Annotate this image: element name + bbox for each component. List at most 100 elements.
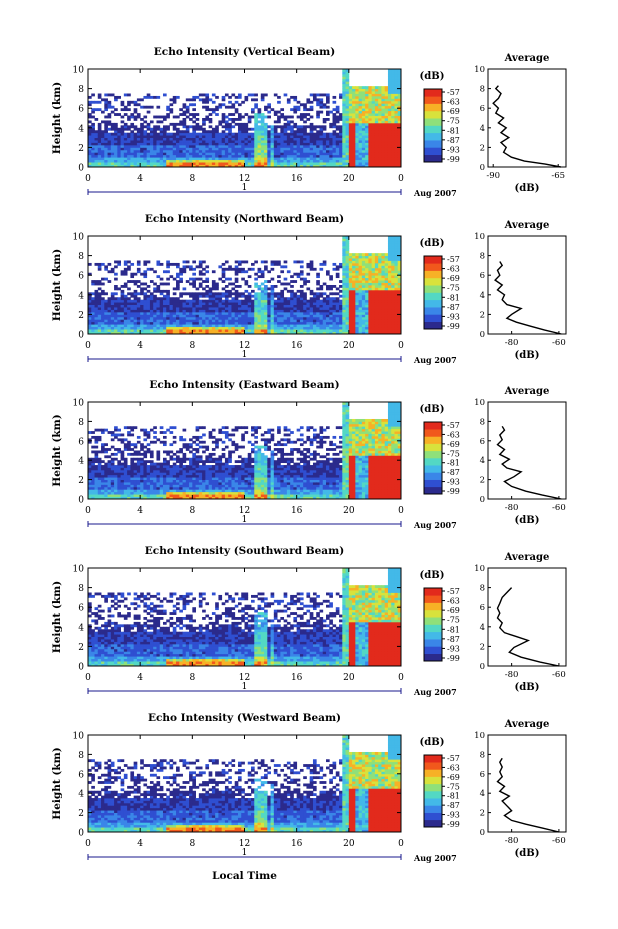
heatmap-cell: [286, 316, 291, 320]
heatmap-cell: [162, 135, 167, 138]
heatmap-cell: [264, 137, 268, 141]
heatmap-cell: [267, 314, 271, 318]
heatmap-cell: [316, 331, 320, 335]
heatmap-cell: [123, 272, 128, 276]
heatmap-cell: [293, 122, 298, 126]
heatmap-cell: [143, 324, 148, 328]
heatmap-cell: [123, 132, 128, 136]
heatmap-cell: [342, 314, 346, 318]
heatmap-cell: [358, 100, 363, 104]
heatmap-cell: [368, 324, 373, 328]
heatmap-cell: [257, 297, 262, 301]
heatmap-cell: [114, 309, 118, 313]
heatmap-cell: [166, 105, 170, 109]
heatmap-cell: [371, 115, 376, 119]
heatmap-cell: [146, 105, 151, 109]
heatmap-cell: [326, 307, 330, 310]
heatmap-cell: [117, 469, 121, 473]
heatmap-cell: [192, 159, 196, 163]
heatmap-cell: [153, 125, 157, 129]
heatmap-cell: [202, 159, 206, 163]
heatmap-cell: [352, 147, 356, 151]
heatmap-cell: [211, 287, 216, 291]
heatmap-cell: [211, 326, 216, 330]
heatmap-cell: [326, 113, 330, 116]
heatmap-cell: [221, 152, 226, 156]
heatmap-cell: [185, 154, 190, 158]
heatmap-cell: [397, 265, 402, 269]
heatmap-cell: [280, 144, 285, 148]
heatmap-cell: [384, 159, 389, 163]
heatmap-cell: [374, 265, 379, 269]
heatmap-cell: [237, 309, 242, 313]
heatmap-cell: [387, 240, 392, 244]
heatmap-cell: [352, 115, 356, 119]
heatmap-cell: [123, 324, 128, 328]
heatmap-cell: [394, 135, 399, 138]
heatmap-cell: [221, 311, 226, 315]
heatmap-cell: [208, 164, 213, 168]
average-y-tick-label: 4: [480, 291, 485, 301]
heatmap-cell: [381, 277, 386, 281]
heatmap-cell: [185, 309, 190, 313]
heatmap-cell: [309, 304, 314, 308]
heatmap-cell: [319, 307, 324, 310]
heatmap-cell: [97, 314, 102, 318]
heatmap-cell: [260, 282, 265, 286]
heatmap-cell: [374, 253, 379, 256]
heatmap-cell: [394, 243, 399, 247]
heatmap-cell: [374, 319, 379, 323]
heatmap-cell: [381, 159, 386, 163]
heatmap-cell: [136, 154, 141, 158]
heatmap-cell: [290, 302, 294, 305]
heatmap-cell: [94, 132, 99, 136]
heatmap-cell: [241, 164, 245, 168]
heatmap-cell: [306, 314, 311, 318]
heatmap-cell: [94, 118, 99, 121]
heatmap-cell: [345, 95, 350, 99]
heatmap-cell: [342, 326, 346, 330]
heatmap-cell: [234, 326, 239, 330]
heatmap-cell: [114, 491, 118, 495]
heatmap-cell: [322, 319, 327, 323]
heatmap-cell: [104, 157, 108, 161]
heatmap-cell: [303, 326, 307, 330]
heatmap-cell: [361, 122, 366, 126]
y-axis-label: Height (km): [51, 249, 63, 321]
heatmap-cell: [264, 289, 268, 293]
heatmap-cell: [378, 282, 382, 286]
heatmap-cell: [97, 316, 102, 320]
heatmap-cell: [335, 135, 340, 138]
heatmap-cell: [381, 270, 386, 274]
y-tick-label: 8: [78, 85, 84, 95]
heatmap-cell: [270, 159, 275, 163]
heatmap-cell: [162, 130, 167, 134]
heatmap-cell: [117, 147, 121, 151]
heatmap-cell: [114, 137, 118, 141]
heatmap-cell: [394, 76, 399, 80]
heatmap-cell: [257, 120, 262, 124]
heatmap-cell: [107, 484, 112, 488]
heatmap-cell: [117, 462, 121, 466]
heatmap-cell: [387, 118, 392, 121]
heatmap-cell: [309, 142, 314, 146]
heatmap-cell: [94, 282, 99, 286]
heatmap-cell: [378, 113, 382, 116]
heatmap-cell: [251, 326, 255, 330]
heatmap-cell: [120, 147, 125, 151]
heatmap-cell: [335, 149, 340, 153]
heatmap-cell: [280, 152, 285, 156]
heatmap-cell: [355, 105, 360, 109]
heatmap-cell: [316, 314, 320, 318]
heatmap-cell: [215, 309, 219, 313]
heatmap-cell: [296, 127, 301, 131]
heatmap-cell: [332, 140, 337, 143]
heatmap-cell: [306, 272, 311, 276]
heatmap-cell: [384, 324, 389, 328]
heatmap-cell: [244, 326, 249, 330]
heatmap-cell: [218, 331, 223, 335]
heatmap-cell: [355, 152, 360, 156]
heatmap-cell: [293, 144, 298, 148]
heatmap-cell: [215, 140, 219, 143]
heatmap-cell: [97, 496, 102, 500]
